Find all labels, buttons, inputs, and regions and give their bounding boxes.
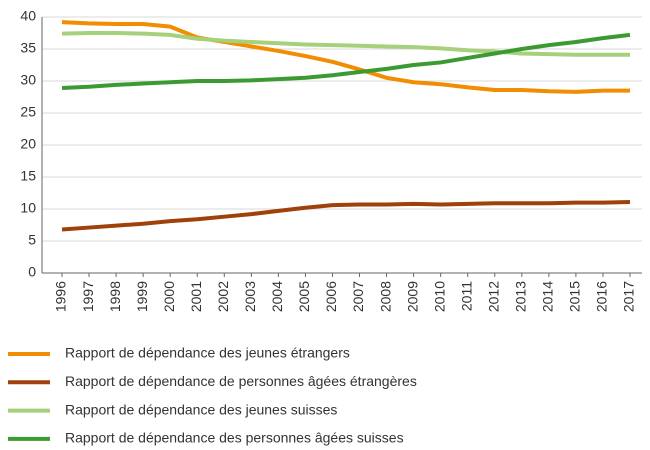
data-line	[61, 199, 631, 232]
x-tick-label: 2005	[296, 281, 312, 312]
x-tick-label: 2011	[458, 281, 474, 311]
x-tick-label: 1999	[134, 281, 150, 312]
x-tick-label: 2015	[567, 281, 583, 312]
y-tick-label: 40	[20, 8, 36, 24]
y-tick-label: 30	[20, 72, 36, 88]
x-tick-label: 2004	[269, 281, 285, 312]
x-tick-label: 2009	[404, 281, 420, 312]
y-tick-label: 20	[20, 136, 36, 152]
y-tick-label: 10	[20, 200, 36, 216]
y-tick-label: 5	[28, 232, 36, 248]
legend-label: Rapport de dépendance des jeunes suisses	[65, 401, 337, 417]
data-line	[61, 20, 630, 94]
x-tick-label: 2013	[513, 281, 529, 312]
x-tick-label: 2007	[350, 281, 366, 312]
x-tick-label: 2002	[215, 281, 231, 312]
y-tick-label: 0	[28, 264, 36, 280]
legend-label: Rapport de dépendance des personnes âgée…	[65, 430, 404, 446]
x-tick-label: 2003	[242, 281, 258, 312]
x-tick-label: 2001	[188, 281, 204, 312]
x-tick-label: 2017	[621, 281, 637, 312]
x-tick-label: 2014	[540, 281, 556, 312]
x-tick-label: 2012	[485, 281, 501, 312]
legend-label: Rapport de dépendance des jeunes étrange…	[65, 345, 350, 361]
y-tick-label: 15	[20, 168, 36, 184]
x-tick-label: 1997	[80, 281, 96, 312]
legend-label: Rapport de dépendance de personnes âgées…	[65, 373, 417, 389]
x-tick-label: 2008	[377, 281, 393, 312]
x-tick-label: 1998	[107, 281, 123, 312]
x-tick-label: 2010	[431, 281, 447, 312]
y-tick-label: 35	[20, 40, 36, 56]
x-tick-label: 2000	[161, 281, 177, 312]
x-tick-label: 2006	[323, 281, 339, 312]
x-tick-label: 1996	[53, 281, 69, 312]
data-line	[61, 31, 630, 57]
data-line	[61, 32, 631, 91]
x-tick-label: 2016	[594, 281, 610, 312]
y-tick-label: 25	[20, 104, 36, 120]
